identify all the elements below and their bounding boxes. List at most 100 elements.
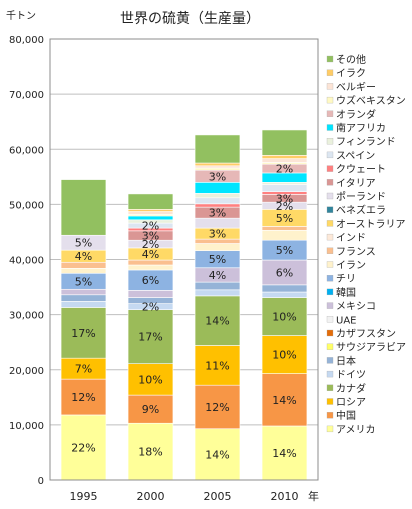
bar-percent-label: 10% [138, 373, 162, 386]
legend-swatch [326, 316, 334, 323]
y-tick-label: 70,000 [9, 90, 44, 101]
legend-label: 中国 [336, 409, 356, 422]
bar-segment [60, 268, 107, 274]
chart-title: 世界の硫黄（生産量） [120, 10, 260, 27]
legend-label: イタリア [336, 177, 376, 189]
legend-swatch [326, 138, 334, 145]
y-tick-label: 50,000 [9, 200, 44, 211]
legend-label: インド [336, 233, 366, 244]
y-tick-label: 30,000 [9, 311, 44, 322]
legend-swatch [326, 357, 334, 364]
data-labels: 22%12%7%17%5%4%5%18%9%10%17%2%6%4%2%3%2%… [71, 163, 296, 462]
bar-segment [261, 297, 308, 336]
legend-swatch [326, 206, 334, 213]
bar-segment [261, 226, 308, 231]
bar-segment [194, 182, 241, 194]
legend-swatch [326, 275, 334, 282]
y-tick-label: 60,000 [9, 145, 44, 156]
legend-swatch [326, 343, 334, 350]
bar-segment [194, 197, 241, 205]
legend-label: カザフスタン [336, 328, 396, 340]
x-tick-label: 2010 [271, 490, 299, 503]
bar-segment [127, 309, 174, 364]
bar-percent-label: 14% [272, 394, 296, 407]
x-tick-label: 1995 [70, 490, 98, 503]
bar-segment [60, 301, 107, 308]
bar-segment [194, 193, 241, 199]
legend-label: クウェート [336, 164, 386, 176]
bar-segment [261, 284, 308, 293]
bar-segment [261, 373, 308, 427]
legend-swatch [326, 288, 334, 296]
bar-segment [194, 243, 241, 251]
legend-label: アメリカ [336, 424, 376, 436]
bar-percent-label: 5% [75, 275, 92, 288]
bar-percent-label: 3% [142, 230, 159, 243]
legend-swatch [326, 165, 334, 172]
legend-swatch [326, 370, 334, 378]
legend-label: サウジアラビア [336, 342, 406, 354]
bar-segment [60, 378, 107, 416]
bar-percent-label: 3% [276, 192, 293, 205]
bar-percent-label: 4% [209, 269, 226, 282]
legend-swatch [326, 261, 334, 268]
bar-segment [127, 290, 174, 298]
legend-swatch [326, 96, 334, 104]
bar-segment [261, 129, 308, 156]
x-tick-label: 2005 [204, 490, 232, 503]
legend-label: ウズベキスタン [336, 94, 406, 107]
legend-label: イラン [336, 260, 366, 272]
bar-segment [60, 414, 107, 481]
legend-swatch [326, 247, 334, 254]
legend-swatch [326, 55, 334, 63]
legend-swatch [326, 425, 334, 433]
bar-segment [194, 165, 241, 169]
legend-label: 南アフリカ [336, 122, 386, 135]
bar-percent-label: 5% [75, 237, 92, 250]
bar-percent-label: 3% [209, 207, 226, 220]
y-tick-label: 80,000 [9, 35, 44, 46]
axes: 0 10,000 20,000 30,000 40,000 50,000 60,000 70,… [9, 35, 319, 503]
bar-segment [261, 335, 308, 374]
legend-label: ロシア [336, 398, 366, 409]
bar-segment [194, 428, 241, 481]
bar-percent-label: 4% [142, 248, 159, 261]
legend-swatch [326, 69, 334, 76]
bar-percent-label: 17% [138, 331, 162, 344]
legend-label: オーストラリア [336, 218, 406, 230]
bar-segment [60, 179, 107, 236]
y-tick-label: 0 [38, 476, 44, 487]
legend-swatch [326, 233, 334, 241]
bar-percent-label: 10% [272, 311, 296, 324]
legend-label: カナダ [336, 382, 366, 395]
bar-percent-label: 2% [276, 163, 293, 176]
bar-percent-label: 2% [142, 238, 159, 251]
legend-label: スペイン [336, 151, 375, 162]
bar-segment [194, 295, 241, 346]
legend-swatch [326, 329, 334, 337]
y-tick-label: 40,000 [9, 256, 44, 267]
bar-segment [261, 259, 308, 286]
legend-label: ベルギー [336, 81, 376, 93]
plot-area-border [49, 38, 319, 481]
legend-swatch [326, 110, 334, 117]
legend-label: その他 [336, 53, 366, 66]
bar-segment [127, 209, 174, 212]
bar-percent-label: 3% [209, 170, 226, 183]
legend-label: イラク [336, 68, 366, 80]
bar-percent-label: 18% [138, 446, 162, 459]
bar-percent-label: 14% [272, 447, 296, 460]
legend-label: UAE [336, 315, 356, 326]
legend-label: チリ [336, 273, 356, 285]
bar-segment [127, 394, 174, 424]
bar-segment [60, 288, 107, 296]
bar-segment [127, 264, 174, 271]
bar-percent-label: 14% [205, 315, 229, 328]
x-unit-label: 年 [308, 489, 319, 503]
legend-label: ドイツ [336, 370, 366, 381]
bar-percent-label: 12% [205, 401, 229, 414]
bar-percent-label: 5% [209, 253, 226, 266]
bar-segment [127, 422, 174, 481]
